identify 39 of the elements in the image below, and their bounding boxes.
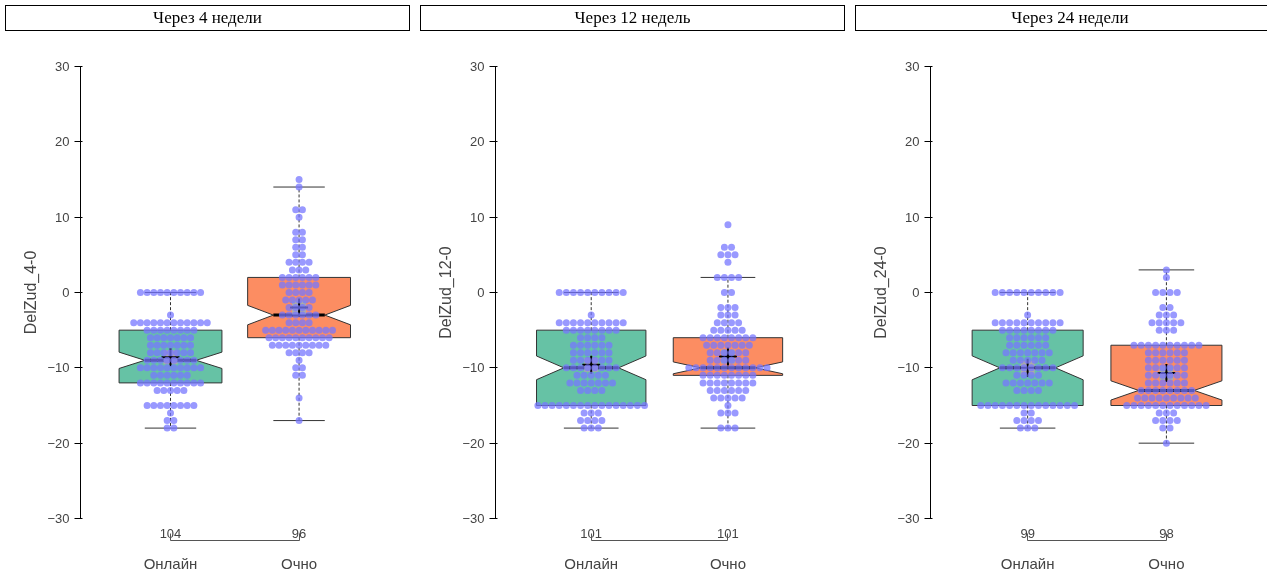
chart-title: Через 12 недель	[574, 7, 691, 29]
y-axis-title: DelZud_24-0	[872, 246, 891, 339]
y-tick-label: −20	[462, 435, 485, 451]
y-tick-label: 20	[55, 134, 70, 150]
text: 99	[1020, 525, 1035, 541]
y-tick-label: 30	[55, 59, 70, 74]
y-tick-label: −10	[462, 360, 485, 376]
y-tick-label: −10	[47, 360, 70, 376]
x-tick-label: Очно	[709, 554, 746, 572]
y-tick-label: 20	[905, 134, 920, 150]
y-tick-label: −30	[897, 511, 920, 526]
x-tick-label: Онлайн	[1000, 554, 1055, 572]
chart-title: Через 4 недели	[153, 7, 262, 29]
y-axis-title: DelZud_12-0	[437, 246, 456, 339]
y-tick-label: 30	[905, 59, 920, 74]
text: 101	[717, 525, 739, 541]
y-tick-label: 10	[55, 209, 70, 225]
y-tick-label: 10	[905, 209, 920, 225]
y-tick-label: 10	[470, 209, 485, 225]
text: 98	[1159, 525, 1174, 541]
y-tick-label: 0	[912, 285, 920, 300]
text: 101	[580, 525, 603, 541]
text: 104	[159, 525, 182, 541]
y-tick-label: 0	[62, 285, 70, 300]
text: 96	[291, 525, 307, 541]
y-tick-label: −20	[47, 435, 70, 451]
y-tick-label: −10	[897, 360, 920, 376]
y-tick-label: 0	[477, 285, 485, 300]
x-tick-label: Онлайн	[564, 554, 619, 572]
y-axis-title: DelZud_4-0	[22, 250, 41, 335]
x-tick-label: Очно	[1148, 554, 1185, 572]
y-tick-label: 30	[470, 59, 485, 74]
x-tick-label: Онлайн	[143, 554, 198, 572]
y-tick-label: −30	[47, 511, 70, 526]
chart-title: Через 24 недели	[1011, 7, 1129, 29]
y-tick-label: −20	[897, 435, 920, 451]
y-tick-label: 20	[470, 134, 485, 150]
y-tick-label: −30	[462, 511, 485, 526]
x-tick-label: Очно	[281, 554, 318, 572]
